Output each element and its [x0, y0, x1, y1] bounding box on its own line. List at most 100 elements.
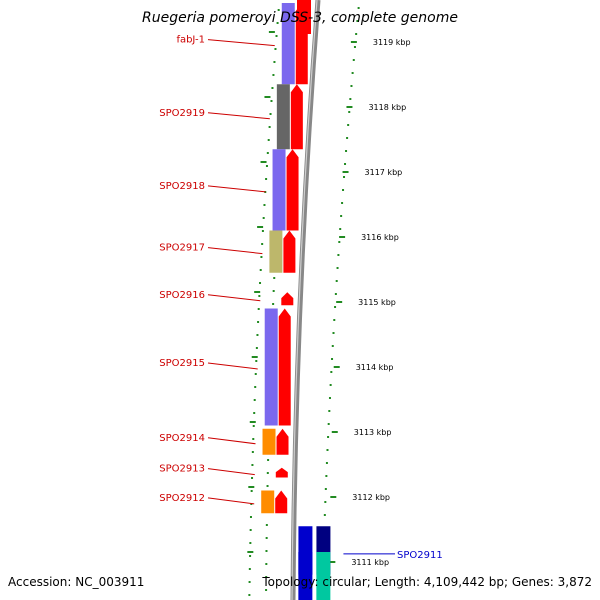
- accession-text: Accession: NC_003911: [8, 575, 144, 589]
- cog-category-bar: [264, 308, 278, 426]
- inner-ring-dot: [262, 217, 265, 219]
- inner-ring-dot: [254, 373, 257, 375]
- scale-tick-label: 3118 kbp: [368, 103, 406, 112]
- inner-ring-dot: [249, 542, 252, 544]
- cog-category-bar: [269, 230, 283, 273]
- outer-ring-dot: [345, 150, 348, 152]
- outer-ring-dot: [334, 306, 337, 308]
- scale-tick-label: 3119 kbp: [373, 38, 411, 47]
- outer-ring-dot: [335, 280, 338, 282]
- cds-arrow: [297, 0, 311, 34]
- scale-tick-label: 3117 kbp: [365, 168, 403, 177]
- outer-ring-dot: [336, 267, 339, 269]
- outer-ring-dot: [343, 176, 346, 178]
- forward-cds-arrow: [298, 552, 313, 600]
- inner-ring-dot: [273, 61, 276, 63]
- inner-ring-dot: [248, 581, 251, 583]
- inner-ring-dot: [266, 472, 269, 474]
- inner-ring-dot: [267, 139, 270, 141]
- cds-arrow: [283, 230, 296, 273]
- cds-arrow: [278, 308, 291, 426]
- cds-arrow: [290, 84, 303, 150]
- scale-tick-label: 3112 kbp: [352, 493, 390, 502]
- inner-ring-dot: [267, 459, 270, 461]
- inner-ring-dot: [254, 386, 257, 388]
- gene-label: SPO2914: [159, 433, 205, 444]
- outer-ring-dot: [326, 449, 329, 451]
- gene-label-leader: [207, 294, 261, 302]
- gene-label: fabJ-1: [176, 35, 205, 46]
- outer-ring-dot: [349, 98, 352, 100]
- inner-ring-dot: [252, 438, 255, 440]
- outer-ring-dot: [352, 59, 355, 61]
- outer-ring-dot: [337, 254, 340, 256]
- gene-label: SPO2916: [159, 290, 205, 301]
- gene-label-leader: [207, 185, 266, 193]
- outer-ring-dot: [323, 514, 326, 516]
- outer-ring-dot: [351, 72, 354, 74]
- cds-arrow: [275, 490, 288, 514]
- backbone-highlight: [291, 0, 318, 600]
- topology-text: Topology: circular; Length: 4,109,442 bp…: [261, 575, 592, 589]
- gene-label-leader: [207, 362, 258, 370]
- gene-label-leader: [207, 437, 256, 445]
- outer-ring-dot: [328, 410, 331, 412]
- gene-label-leader: [207, 247, 263, 255]
- outer-ring-dot: [344, 163, 347, 165]
- outer-ring-dot: [327, 436, 330, 438]
- outer-ring-dot: [340, 215, 343, 217]
- gene-label: SPO2913: [159, 464, 205, 475]
- outer-ring-dot: [330, 371, 333, 373]
- inner-ring-dot: [253, 412, 256, 414]
- inner-ring-dot: [256, 334, 259, 336]
- outer-ring-dot: [353, 46, 356, 48]
- inner-ring-dot: [266, 152, 269, 154]
- outer-ring-dot: [342, 189, 345, 191]
- cds-arrow: [286, 149, 299, 231]
- inner-ring-dot: [249, 516, 252, 518]
- cog-category-bar: [276, 84, 290, 150]
- inner-ring-dot: [265, 537, 268, 539]
- outer-ring-dot: [332, 332, 335, 334]
- backbone-arc: [290, 0, 321, 600]
- inner-ring-dot: [250, 490, 253, 492]
- gene-label: SPO2919: [159, 108, 205, 119]
- outer-ring-dot: [347, 124, 350, 126]
- inner-ring-dot: [263, 204, 266, 206]
- inner-ring-dot: [253, 399, 256, 401]
- inner-ring-dot: [258, 295, 261, 297]
- outer-ring-dot: [325, 475, 328, 477]
- inner-ring-dot: [268, 126, 271, 128]
- gene-label: SPO2918: [159, 181, 205, 192]
- inner-ring-dot: [255, 360, 258, 362]
- inner-ring-dot: [259, 282, 262, 284]
- inner-ring-dot: [265, 576, 268, 578]
- inner-ring-dot: [248, 594, 251, 596]
- inner-ring-dot: [261, 243, 264, 245]
- outer-ring-dot: [356, 20, 359, 22]
- inner-ring-dot: [259, 269, 262, 271]
- outer-ring-dot: [346, 137, 349, 139]
- inner-ring-dot: [270, 100, 273, 102]
- scale-tick-label: 3111 kbp: [351, 558, 389, 567]
- inner-ring-dot: [265, 524, 268, 526]
- outer-dot-ring: [321, 7, 360, 594]
- cog-category-bar: [272, 149, 286, 231]
- forward-cds-arrow: [316, 552, 331, 600]
- inner-ring-dot: [266, 485, 269, 487]
- gene-label-leader: [207, 497, 255, 505]
- outer-ring-dot: [327, 423, 330, 425]
- inner-ring-dot: [265, 178, 268, 180]
- inner-ring-dot: [249, 529, 252, 531]
- inner-ring-dot: [260, 256, 263, 258]
- gene-label: SPO2911: [397, 550, 443, 561]
- inner-ring-dot: [257, 321, 260, 323]
- outer-ring-dot: [325, 462, 328, 464]
- outer-ring-dot: [328, 397, 331, 399]
- inner-ring-dot: [272, 290, 275, 292]
- inner-ring-dot: [251, 477, 254, 479]
- scale-tick-label: 3116 kbp: [361, 233, 399, 242]
- outer-ring-dot: [348, 111, 351, 113]
- outer-ring-dot: [341, 202, 344, 204]
- inner-ring-dot: [265, 589, 268, 591]
